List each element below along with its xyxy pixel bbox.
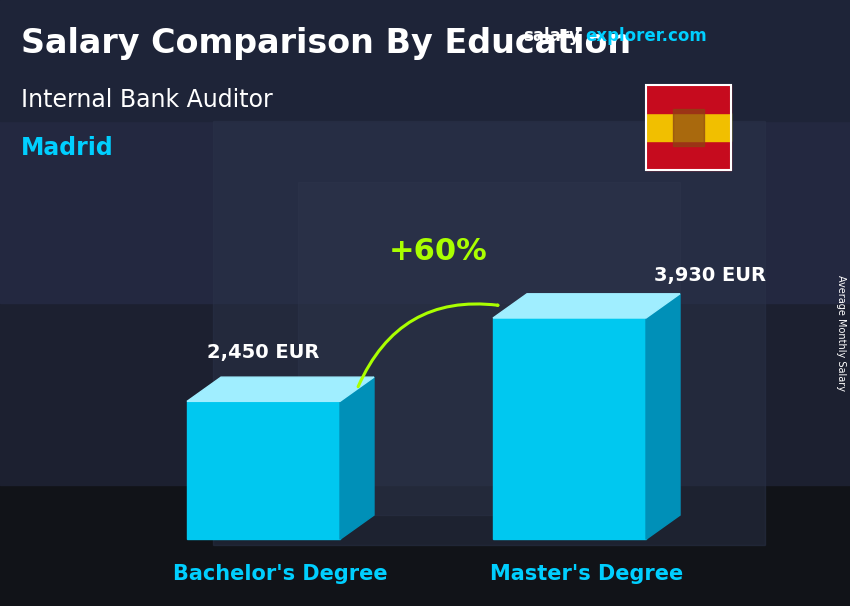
Bar (646, 85, 731, 170)
Bar (298, 182, 680, 515)
Text: 2,450 EUR: 2,450 EUR (207, 343, 320, 362)
Bar (0, 485, 850, 606)
Text: Bachelor's Degree: Bachelor's Degree (173, 564, 388, 584)
Bar (646, 85, 731, 113)
Bar (0, 303, 850, 485)
Bar (187, 401, 340, 539)
Bar (646, 141, 731, 170)
Polygon shape (493, 294, 680, 318)
Text: Average Monthly Salary: Average Monthly Salary (836, 275, 846, 391)
Bar (0, 121, 850, 303)
Text: Madrid: Madrid (21, 136, 114, 161)
Text: Salary Comparison By Education: Salary Comparison By Education (21, 27, 632, 60)
Bar (493, 318, 646, 539)
Bar (212, 121, 765, 545)
Text: +60%: +60% (389, 237, 488, 266)
Text: 3,930 EUR: 3,930 EUR (654, 265, 767, 285)
Bar (0, 0, 850, 121)
Text: salary: salary (523, 27, 580, 45)
Text: explorer.com: explorer.com (585, 27, 706, 45)
Polygon shape (187, 377, 374, 401)
Polygon shape (646, 294, 680, 539)
Text: Master's Degree: Master's Degree (490, 564, 683, 584)
Bar (673, 109, 704, 145)
Text: Internal Bank Auditor: Internal Bank Auditor (21, 88, 273, 112)
Polygon shape (340, 377, 374, 539)
Bar (646, 113, 731, 141)
